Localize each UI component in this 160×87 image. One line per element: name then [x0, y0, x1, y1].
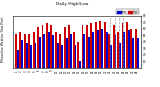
Bar	[33, 32, 35, 68]
Bar	[26, 43, 28, 68]
Bar	[35, 43, 36, 68]
Bar	[91, 23, 92, 68]
Bar	[137, 39, 139, 68]
Bar	[99, 21, 101, 68]
Legend: Low, High: Low, High	[116, 9, 139, 14]
Bar	[51, 25, 52, 68]
Bar	[126, 22, 128, 68]
Bar	[97, 30, 99, 68]
Bar	[24, 34, 26, 68]
Bar	[39, 37, 41, 68]
Bar	[106, 32, 108, 68]
Bar	[84, 34, 85, 68]
Bar	[48, 32, 50, 68]
Bar	[66, 39, 68, 68]
Bar	[108, 34, 110, 68]
Bar	[79, 61, 81, 68]
Bar	[110, 45, 112, 68]
Bar	[57, 43, 59, 68]
Bar	[88, 37, 90, 68]
Bar	[44, 34, 45, 68]
Bar	[42, 25, 44, 68]
Bar	[75, 45, 76, 68]
Bar	[132, 39, 134, 68]
Bar	[101, 29, 103, 68]
Bar	[104, 22, 106, 68]
Bar	[128, 30, 130, 68]
Bar	[115, 35, 116, 68]
Bar	[124, 32, 125, 68]
Bar	[119, 43, 121, 68]
Text: Daily High/Low: Daily High/Low	[56, 2, 88, 6]
Bar	[28, 34, 30, 68]
Bar	[68, 25, 70, 68]
Bar	[46, 23, 48, 68]
Bar	[61, 45, 63, 68]
Bar	[82, 25, 84, 68]
Bar	[122, 23, 124, 68]
Bar	[77, 42, 79, 68]
Bar	[52, 35, 54, 68]
Bar	[95, 22, 97, 68]
Bar	[113, 25, 115, 68]
Bar	[73, 32, 75, 68]
Bar	[86, 25, 88, 68]
Bar	[59, 34, 61, 68]
Bar	[70, 34, 72, 68]
Bar	[17, 50, 19, 68]
Bar	[135, 29, 137, 68]
Bar	[37, 27, 39, 68]
Bar	[117, 32, 119, 68]
Bar	[92, 32, 94, 68]
Text: Milwaukee Weather Dew Point: Milwaukee Weather Dew Point	[1, 16, 5, 62]
Bar	[15, 34, 17, 68]
Bar	[55, 32, 57, 68]
Bar	[64, 27, 66, 68]
Bar	[19, 32, 21, 68]
Bar	[30, 45, 32, 68]
Bar	[21, 40, 23, 68]
Bar	[131, 29, 132, 68]
